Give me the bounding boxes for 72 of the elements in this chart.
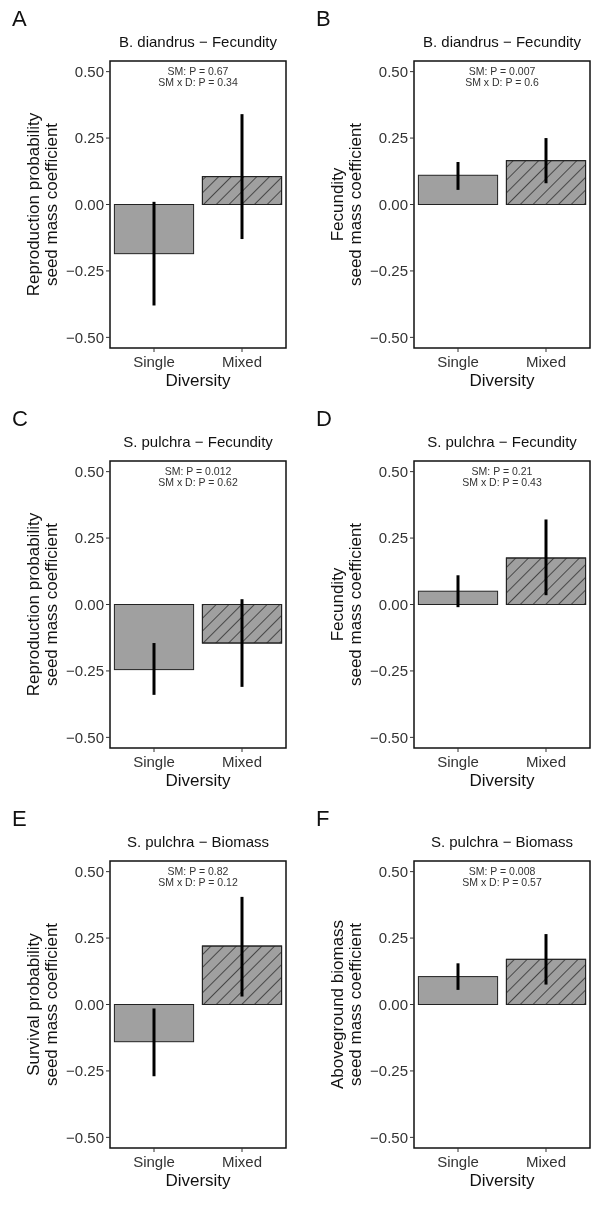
annotation: SM: P = 0.21 SM x D: P = 0.43 bbox=[462, 465, 542, 489]
y-axis-title: Aboveground biomass seed mass coefficient bbox=[327, 919, 366, 1090]
chart-title: S. pulchra − Fecundity bbox=[427, 433, 578, 450]
text: C bbox=[12, 406, 28, 431]
y-tick-label: 0.50 bbox=[74, 862, 104, 880]
x-tick-label: Mixed bbox=[221, 353, 263, 370]
y-axis-title: Survival probability seed mass coefficient bbox=[23, 922, 62, 1087]
annotation: SM: P = 0.012 SM x D: P = 0.62 bbox=[158, 465, 238, 489]
chart-title: S. pulchra − Biomass bbox=[430, 833, 574, 850]
y-tick-label: 0.50 bbox=[378, 62, 408, 80]
y-tick-label: −0.25 bbox=[370, 262, 408, 280]
y-axis-title: Reproduction probability seed mass coefficient bbox=[23, 512, 62, 697]
y-tick-label: 0.00 bbox=[74, 995, 104, 1013]
x-tick-label: Single bbox=[437, 353, 479, 370]
y-axis-title: Fecundity seed mass coefficient bbox=[327, 122, 366, 287]
y-tick-label: −0.50 bbox=[370, 728, 408, 746]
annotation: SM: P = 0.82 SM x D: P = 0.12 bbox=[158, 865, 238, 889]
y-tick-label: −0.25 bbox=[66, 1062, 104, 1080]
annotation: SM: P = 0.008 SM x D: P = 0.57 bbox=[462, 865, 542, 889]
y-tick-label: 0.25 bbox=[378, 529, 408, 547]
y-tick-label: 0.25 bbox=[378, 929, 408, 947]
annotation: SM: P = 0.67 SM x D: P = 0.34 bbox=[158, 65, 238, 89]
text: A bbox=[12, 6, 27, 31]
y-tick-label: −0.50 bbox=[370, 1128, 408, 1146]
x-tick-label: Mixed bbox=[525, 1153, 567, 1170]
y-tick-label: 0.50 bbox=[378, 462, 408, 480]
y-tick-label: −0.50 bbox=[66, 728, 104, 746]
x-axis-title: Diversity bbox=[469, 1171, 536, 1190]
y-tick-label: 0.00 bbox=[378, 595, 408, 613]
x-axis-title: Diversity bbox=[165, 371, 232, 390]
x-tick-label: Mixed bbox=[525, 353, 567, 370]
y-tick-label: 0.50 bbox=[74, 462, 104, 480]
chart-title: B. diandrus − Fecundity bbox=[118, 33, 278, 50]
y-tick-label: −0.50 bbox=[370, 328, 408, 346]
y-tick-label: 0.50 bbox=[74, 62, 104, 80]
x-tick-label: Mixed bbox=[525, 753, 567, 770]
x-axis-title: Diversity bbox=[469, 371, 536, 390]
y-axis-title: Reproduction probability seed mass coefficient bbox=[23, 112, 62, 297]
text: D bbox=[316, 406, 332, 431]
text: F bbox=[316, 806, 330, 831]
y-tick-label: −0.25 bbox=[370, 1062, 408, 1080]
x-axis-title: Diversity bbox=[469, 771, 536, 790]
y-tick-label: 0.00 bbox=[378, 995, 408, 1013]
x-axis-title: Diversity bbox=[165, 1171, 232, 1190]
y-tick-label: 0.25 bbox=[74, 929, 104, 947]
x-tick-label: Single bbox=[437, 753, 479, 770]
annotation: SM: P = 0.007 SM x D: P = 0.6 bbox=[465, 65, 539, 89]
x-axis-title: Diversity bbox=[165, 771, 232, 790]
y-tick-label: −0.25 bbox=[66, 662, 104, 680]
y-tick-label: 0.00 bbox=[74, 595, 104, 613]
y-tick-label: 0.50 bbox=[378, 862, 408, 880]
x-tick-label: Single bbox=[133, 1153, 175, 1170]
y-tick-label: 0.25 bbox=[74, 129, 104, 147]
y-tick-label: 0.25 bbox=[378, 129, 408, 147]
x-tick-label: Single bbox=[437, 1153, 479, 1170]
y-tick-label: −0.50 bbox=[66, 1128, 104, 1146]
y-tick-label: −0.25 bbox=[370, 662, 408, 680]
y-axis-title: Fecundity seed mass coefficient bbox=[327, 522, 366, 687]
x-tick-label: Mixed bbox=[221, 1153, 263, 1170]
y-tick-label: −0.50 bbox=[66, 328, 104, 346]
chart-title: B. diandrus − Fecundity bbox=[422, 33, 582, 50]
x-tick-label: Single bbox=[133, 753, 175, 770]
chart-title: S. pulchra − Biomass bbox=[126, 833, 270, 850]
y-tick-label: 0.25 bbox=[74, 529, 104, 547]
y-tick-label: −0.25 bbox=[66, 262, 104, 280]
x-tick-label: Mixed bbox=[221, 753, 263, 770]
chart-title: S. pulchra − Fecundity bbox=[123, 433, 274, 450]
text: E bbox=[12, 806, 27, 831]
y-tick-label: 0.00 bbox=[378, 195, 408, 213]
text: B bbox=[316, 6, 331, 31]
y-tick-label: 0.00 bbox=[74, 195, 104, 213]
x-tick-label: Single bbox=[133, 353, 175, 370]
